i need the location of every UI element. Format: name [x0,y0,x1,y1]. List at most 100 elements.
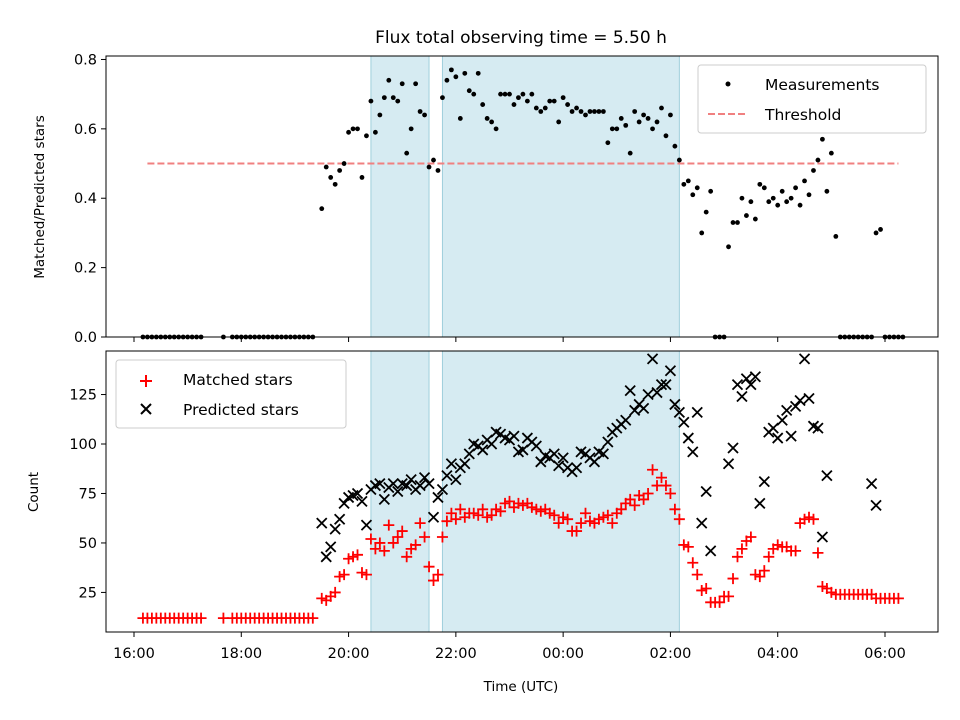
measurement-point [694,185,700,191]
measurement-point [529,91,535,97]
predicted-star-point [485,438,498,450]
predicted-star-point [722,458,735,470]
matched-star-point [553,517,565,529]
top-y-tick-label: 0.8 [74,52,97,68]
matched-star-point [629,499,641,511]
measurement-point [440,95,445,101]
measurement-point [381,95,387,101]
measurement-point [484,116,490,121]
measurement-point [337,168,343,173]
predicted-star-point [316,517,328,529]
matched-star-point [504,495,515,507]
measurement-point [404,150,410,156]
matched-star-point [647,464,659,476]
matched-star-point [655,472,667,484]
bottom-x-tick-label: 02:00 [650,646,692,662]
measurement-point [457,116,463,121]
predicted-star-point [691,406,703,418]
measurement-point [511,102,517,107]
predicted-star-point [329,523,341,535]
measurement-point [766,199,772,205]
bottom-shaded-intervals [370,350,680,633]
matched-star-point [669,503,681,515]
measurement-point [498,91,503,97]
measurement-point [368,98,374,104]
measurement-point [444,77,450,83]
matched-star-point [624,493,636,505]
measurement-point [395,98,401,104]
predicted-star-point [320,551,332,563]
matched-star-point [495,505,507,517]
legend-threshold-label: Threshold [764,106,841,124]
bottom-legend-box [115,359,347,429]
top-y-axis-label: Matched/Predicted stars [32,115,48,278]
measurement-point [820,136,825,142]
measurement-point [797,202,803,208]
measurement-point [618,116,624,121]
top-y-tick-label: 0.4 [74,191,97,207]
predicted-star-point [629,404,641,417]
bottom-x-tick-label: 22:00 [435,646,477,662]
predicted-star-point [338,497,350,510]
measurement-point [770,195,776,201]
predicted-star-point [803,392,815,405]
matched-star-point [714,596,726,608]
predicted-star-point [427,511,440,523]
predicted-star-point [548,448,560,460]
measurement-point [726,244,731,250]
predicted-star-point [794,394,806,407]
bottom-x-tick-label: 06:00 [864,646,906,662]
measurement-point [466,88,472,94]
measurement-point [453,74,459,80]
measurement-point [739,195,745,201]
measurement-point [390,95,396,101]
bottom-x-ticks: 16:00 18:00 20:00 22:00 00:00 02:00 04:00 06:00 [113,632,906,662]
measurement-point [386,77,392,83]
legend-measurements-marker [725,81,731,87]
predicted-star-point [865,477,878,490]
measurement-point [824,188,830,194]
predicted-star-point [535,456,547,468]
measurement-point [681,181,687,187]
top-y-ticks: 0.0 0.2 0.4 0.6 0.8 [74,52,106,346]
measurement-point [560,95,566,101]
measurement-point [372,129,378,135]
predicted-star-point [401,479,413,492]
measurement-point [350,126,356,132]
measurement-point [690,192,696,198]
top-shaded-interval [370,55,430,338]
bottom-points-layer [137,353,904,624]
matched-star-point [638,493,650,505]
measurement-point [551,98,557,104]
measurement-point [493,126,499,132]
measurement-point [815,157,821,163]
predicted-star-point [700,485,712,498]
predicted-star-point [678,416,690,428]
measurement-point [574,105,579,111]
matched-star-point [571,525,583,537]
measurement-point [377,112,383,118]
matched-star-point [392,531,404,543]
bottom-y-tick-label: 125 [69,388,97,404]
top-y-tick-label: 0.0 [74,330,97,346]
measurement-point [627,150,633,156]
measurement-point [614,126,620,132]
measurement-point [779,188,785,194]
measurement-point [417,109,423,114]
measurement-point [533,105,539,111]
predicted-star-point [682,432,694,444]
measurement-point [793,185,798,191]
top-shaded-intervals [370,55,680,338]
measurement-point [502,91,508,97]
predicted-star-point [687,446,699,458]
predicted-star-point [642,388,654,401]
predicted-star-point [553,460,565,472]
measurement-point [569,109,575,114]
measurement-point [685,178,691,184]
legend-matched-marker [140,375,152,387]
predicted-star-point [664,365,677,377]
bottom-y-axis-label: Count [26,472,42,512]
legend-predicted-marker [140,403,152,415]
legend-matched-label: Matched stars [183,371,293,389]
measurement-point [578,109,584,114]
